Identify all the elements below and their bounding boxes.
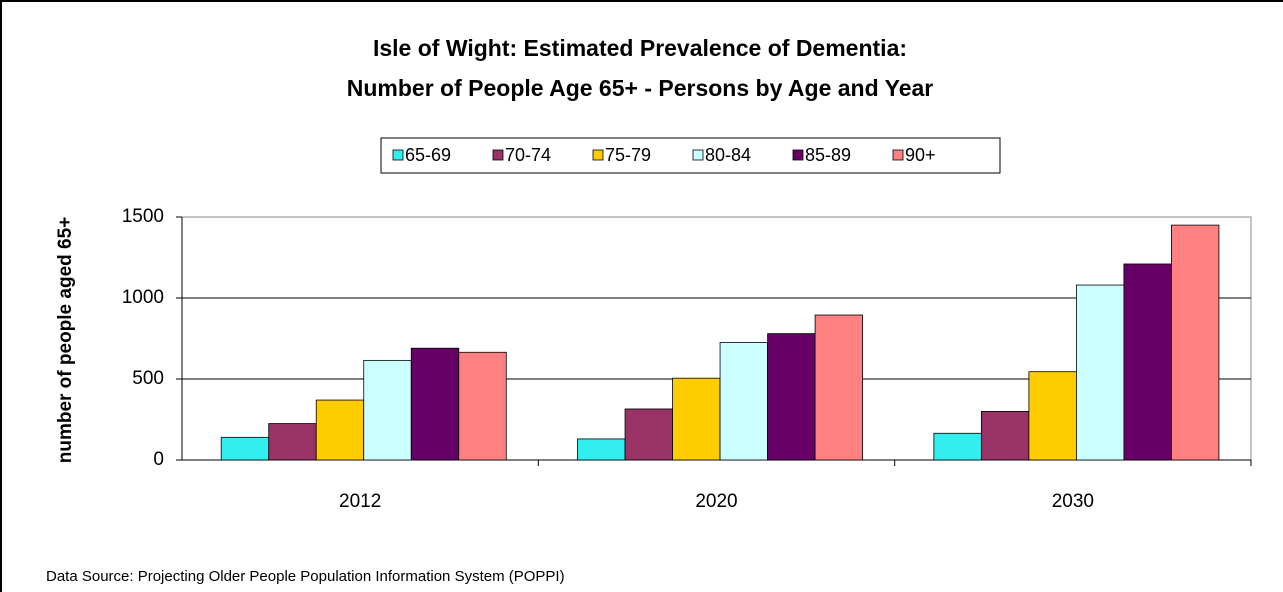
legend-label: 90+ (905, 145, 936, 165)
bar (814, 314, 863, 461)
x-tick-label: 2020 (695, 491, 737, 512)
bar (1075, 284, 1125, 461)
bar (1171, 224, 1220, 461)
bar (980, 410, 1030, 461)
bar (220, 436, 270, 461)
legend-swatch (592, 149, 604, 161)
bar (577, 438, 626, 461)
x-tick-label: 2012 (339, 491, 381, 512)
bar (933, 432, 982, 461)
y-axis-label: number of people aged 65+ (55, 217, 76, 464)
bar (315, 399, 365, 461)
bar (624, 408, 673, 461)
legend-swatch (692, 149, 704, 161)
x-tick-label: 2030 (1052, 491, 1094, 512)
legend-swatch (492, 149, 504, 161)
bar (1028, 371, 1077, 461)
chart-title: Isle of Wight: Estimated Prevalence of D… (373, 35, 907, 61)
legend-label: 75-79 (605, 145, 651, 165)
legend-label: 65-69 (405, 145, 451, 165)
bar (1123, 263, 1172, 461)
legend-label: 70-74 (505, 145, 551, 165)
y-tick-label: 0 (153, 449, 164, 470)
chart-title: Number of People Age 65+ - Persons by Ag… (347, 75, 934, 101)
bar (268, 423, 317, 461)
bar (363, 359, 412, 461)
bar (767, 333, 816, 461)
y-tick-label: 1500 (122, 206, 164, 227)
bar (719, 342, 768, 461)
y-tick-label: 1000 (122, 287, 164, 308)
y-tick-label: 500 (132, 368, 164, 389)
legend-swatch (792, 149, 804, 161)
legend-label: 80-84 (705, 145, 751, 165)
legend-swatch (892, 149, 904, 161)
legend-swatch (392, 149, 404, 161)
legend-label: 85-89 (805, 145, 851, 165)
bar (410, 347, 460, 461)
bar (672, 377, 721, 461)
bar (458, 351, 507, 461)
source-note: Data Source: Projecting Older People Pop… (46, 568, 565, 585)
